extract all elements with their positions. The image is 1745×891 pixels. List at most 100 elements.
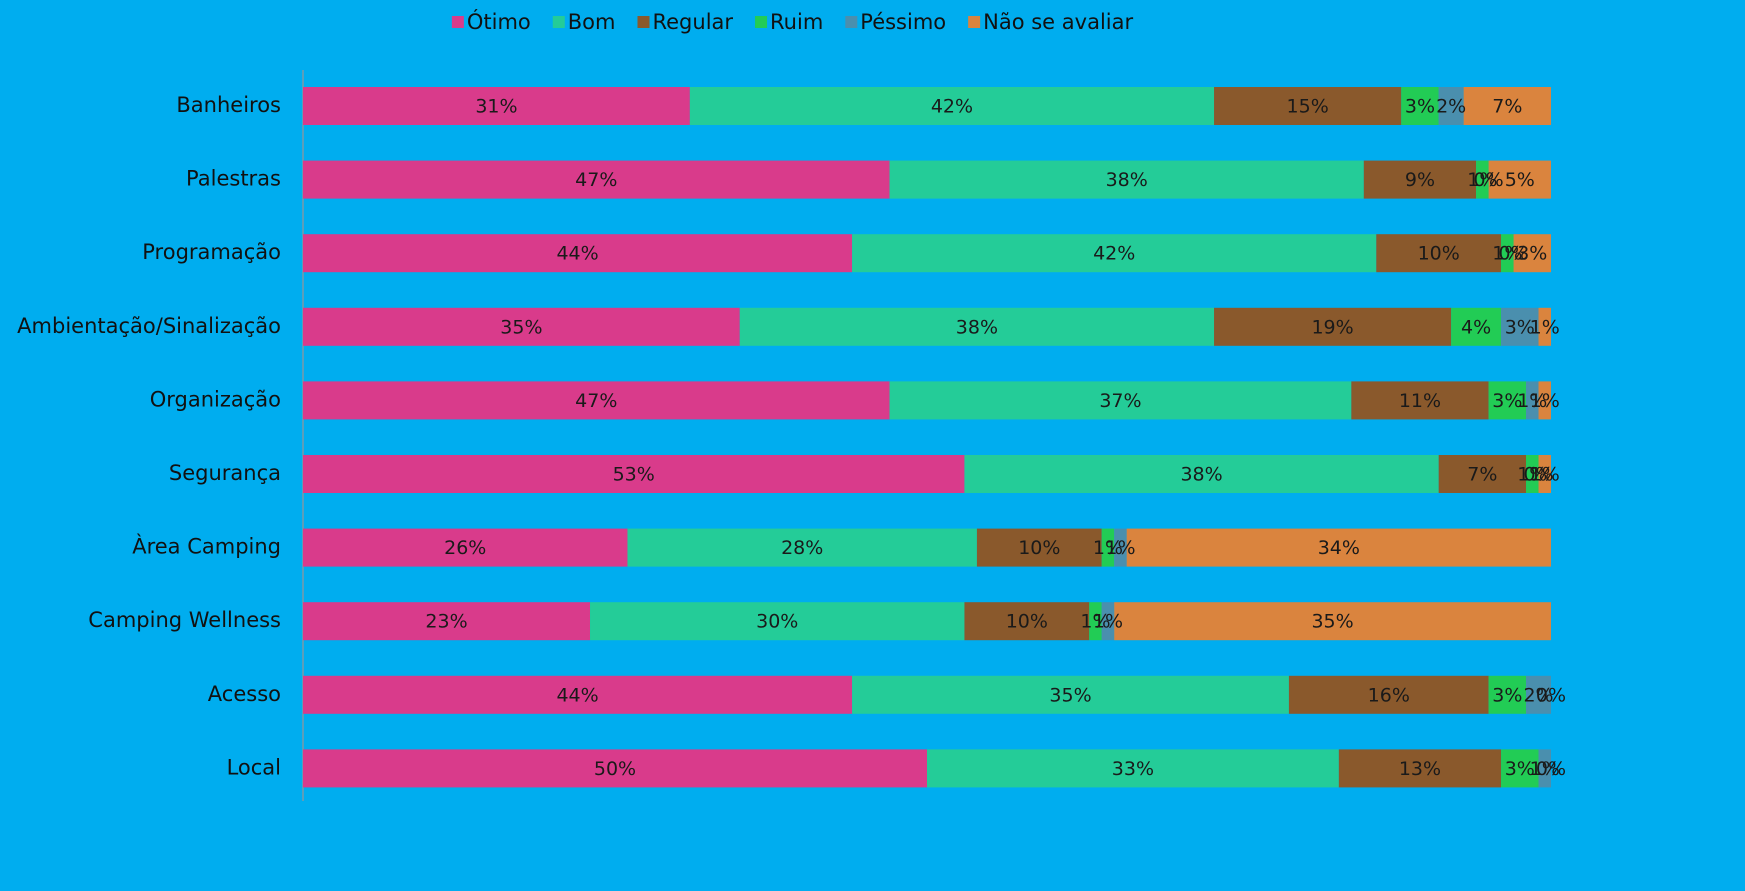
legend-label: Péssimo <box>860 10 946 34</box>
data-label: 47% <box>575 169 617 191</box>
data-label: 0% <box>1536 684 1566 706</box>
data-label: 1% <box>1467 169 1497 191</box>
data-label: 2% <box>1523 684 1553 706</box>
bar-segment <box>303 87 690 125</box>
legend-swatch <box>845 16 858 28</box>
data-label: 10% <box>1418 243 1460 265</box>
data-label: 3% <box>1505 758 1535 780</box>
legend-label: Ótimo <box>467 9 531 34</box>
legend-swatch <box>637 16 650 28</box>
data-label: 1% <box>1517 390 1547 412</box>
data-label: 1% <box>1530 390 1560 412</box>
bar-segment <box>1438 87 1464 125</box>
data-label: 3% <box>1492 390 1522 412</box>
data-label: 50% <box>594 758 636 780</box>
data-label: 16% <box>1368 684 1410 706</box>
legend-label: Não se avaliar <box>983 10 1133 34</box>
legend-label: Regular <box>652 10 733 34</box>
data-label: 1% <box>1530 316 1560 338</box>
data-label: 1% <box>1080 611 1110 633</box>
bar-segment <box>1114 602 1551 641</box>
bar-segment <box>1288 675 1489 714</box>
legend-swatch <box>552 16 565 28</box>
bar-segment <box>1538 307 1551 346</box>
category-label: Camping Wellness <box>88 608 281 632</box>
bar-segment <box>927 749 1339 788</box>
bar-segment <box>1401 87 1439 125</box>
bar-segment <box>1513 234 1551 273</box>
data-label: 0% <box>1523 464 1553 486</box>
bar-segment <box>852 675 1289 714</box>
bar-segment <box>739 307 1215 346</box>
bar-segment <box>1214 307 1452 346</box>
data-label: 3% <box>1505 316 1535 338</box>
data-label: 31% <box>475 96 517 118</box>
bar-segment <box>964 455 1439 493</box>
bar-segment <box>1538 749 1551 788</box>
category-label: Àrea Camping <box>132 534 281 559</box>
bar-segment <box>303 528 628 567</box>
legend-swatch <box>755 16 768 28</box>
bar-segment <box>1538 381 1551 420</box>
category-label: Segurança <box>169 461 281 485</box>
data-label: 0% <box>1474 169 1504 191</box>
bar-segment <box>689 87 1215 125</box>
legend-swatch <box>968 16 981 28</box>
bar-segment <box>1501 234 1514 273</box>
data-label: 10% <box>1018 537 1060 559</box>
bar-segment <box>1126 528 1551 567</box>
data-label: 10% <box>1006 611 1048 633</box>
data-label: 1% <box>1093 537 1123 559</box>
data-label: 37% <box>1099 390 1141 412</box>
data-label: 33% <box>1112 758 1154 780</box>
legend-label: Bom <box>568 10 616 34</box>
bar-segment <box>1488 160 1551 199</box>
data-label: 35% <box>1311 611 1353 633</box>
data-label: 0% <box>1498 243 1528 265</box>
category-label: Local <box>227 755 281 779</box>
category-label: Programação <box>142 240 281 264</box>
bar-segment <box>303 675 853 714</box>
data-label: 15% <box>1287 96 1329 118</box>
bar-segment <box>1114 528 1127 567</box>
data-label: 28% <box>781 537 823 559</box>
category-label: Acesso <box>208 682 281 706</box>
bar-segment <box>1351 381 1489 420</box>
data-label: 47% <box>575 390 617 412</box>
data-label: 9% <box>1405 169 1435 191</box>
bar-segment <box>303 602 591 641</box>
data-label: 26% <box>444 537 486 559</box>
data-label: 38% <box>1180 464 1222 486</box>
bar-segment <box>964 602 1090 641</box>
legend-label: Ruim <box>770 10 823 34</box>
bar-segment <box>1438 455 1527 493</box>
bar-segment <box>1214 87 1402 125</box>
bar-segment <box>889 160 1364 199</box>
bar-segment <box>303 455 965 493</box>
category-label: Banheiros <box>176 93 281 117</box>
bar-segment <box>303 160 890 199</box>
data-label: 42% <box>931 96 973 118</box>
bar-segment <box>303 749 927 788</box>
bar-segment <box>1526 675 1551 714</box>
data-label: 42% <box>1093 243 1135 265</box>
bar-segment <box>1451 307 1502 346</box>
bar-segment <box>303 234 853 273</box>
bar-segment <box>1526 455 1539 493</box>
data-label: 13% <box>1399 758 1441 780</box>
data-label: 7% <box>1492 96 1522 118</box>
bar-segment <box>1338 749 1502 788</box>
bar-segment <box>889 381 1352 420</box>
bar-segment <box>1538 455 1551 493</box>
data-label: 1% <box>1093 611 1123 633</box>
data-label: 44% <box>556 243 598 265</box>
bar-segment <box>1101 528 1115 567</box>
bar-segment <box>976 528 1102 567</box>
data-label: 1% <box>1492 243 1522 265</box>
data-label: 4% <box>1461 316 1491 338</box>
data-label: 1% <box>1517 464 1547 486</box>
bar-segment <box>1488 381 1527 420</box>
data-label: 23% <box>425 611 467 633</box>
